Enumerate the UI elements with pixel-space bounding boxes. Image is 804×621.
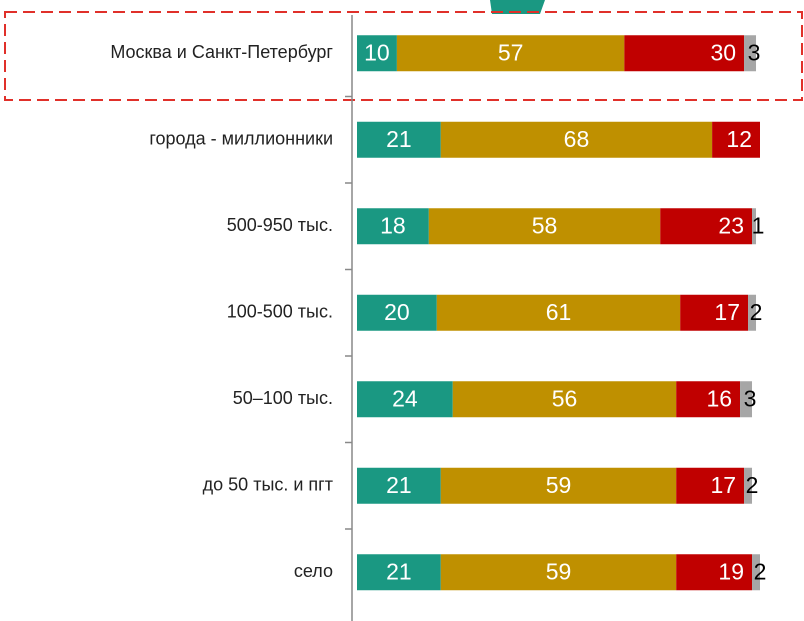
bar-segment <box>440 121 713 158</box>
bar-segment <box>752 208 757 245</box>
value-label: 57 <box>498 39 524 65</box>
bar-segment <box>440 467 677 504</box>
value-label: 2 <box>750 299 763 325</box>
bar-segment <box>676 554 753 591</box>
bar-segment <box>676 381 741 418</box>
value-label: 21 <box>386 126 412 152</box>
bar-segment <box>357 208 429 245</box>
bar-segment <box>440 554 677 591</box>
value-label: 21 <box>386 558 412 584</box>
bar-segment <box>744 35 757 72</box>
bar-segment <box>396 35 625 72</box>
bar-segment <box>748 294 757 331</box>
bar-segment <box>744 467 753 504</box>
category-label: 500-950 тыс. <box>227 215 333 235</box>
bar-segment <box>428 208 661 245</box>
category-label: города - миллионники <box>149 129 333 149</box>
bar-segment <box>752 554 760 591</box>
bar-segment <box>624 35 745 72</box>
bar-segment <box>680 294 749 331</box>
value-label: 12 <box>726 126 752 152</box>
value-label: 3 <box>748 39 761 65</box>
bar-segment <box>436 294 681 331</box>
bar-segment <box>357 467 441 504</box>
value-label: 21 <box>386 472 412 498</box>
value-label: 17 <box>714 299 740 325</box>
value-label: 2 <box>746 472 759 498</box>
arrow-shape <box>490 0 545 14</box>
category-label: 100-500 тыс. <box>227 302 333 322</box>
bar-segment <box>740 381 753 418</box>
bar-segment <box>452 381 677 418</box>
category-label: Москва и Санкт-Петербург <box>110 42 333 62</box>
value-label: 2 <box>754 558 767 584</box>
bar-segment <box>357 381 453 418</box>
value-label: 17 <box>710 472 736 498</box>
bar-segment <box>357 554 441 591</box>
value-label: 10 <box>364 39 390 65</box>
bar-segment <box>357 294 437 331</box>
value-label: 18 <box>380 212 406 238</box>
value-label: 19 <box>718 558 744 584</box>
value-label: 59 <box>546 558 572 584</box>
value-label: 30 <box>710 39 736 65</box>
category-label: село <box>294 561 333 581</box>
bar-segment <box>357 121 441 158</box>
bar-segment <box>660 208 753 245</box>
value-label: 24 <box>392 385 418 411</box>
bar-segment <box>676 467 745 504</box>
value-label: 56 <box>552 385 578 411</box>
value-label: 23 <box>718 212 744 238</box>
value-label: 68 <box>564 126 590 152</box>
category-label: 50–100 тыс. <box>233 388 333 408</box>
highlight-box <box>4 11 803 101</box>
value-label: 16 <box>706 385 732 411</box>
value-label: 20 <box>384 299 410 325</box>
value-label: 3 <box>744 385 757 411</box>
value-label: 1 <box>752 212 765 238</box>
value-label: 58 <box>532 212 558 238</box>
category-label: до 50 тыс. и пгт <box>203 475 333 495</box>
value-label: 59 <box>546 472 572 498</box>
bar-segment <box>357 35 397 72</box>
bar-segment <box>712 121 760 158</box>
value-label: 61 <box>546 299 572 325</box>
